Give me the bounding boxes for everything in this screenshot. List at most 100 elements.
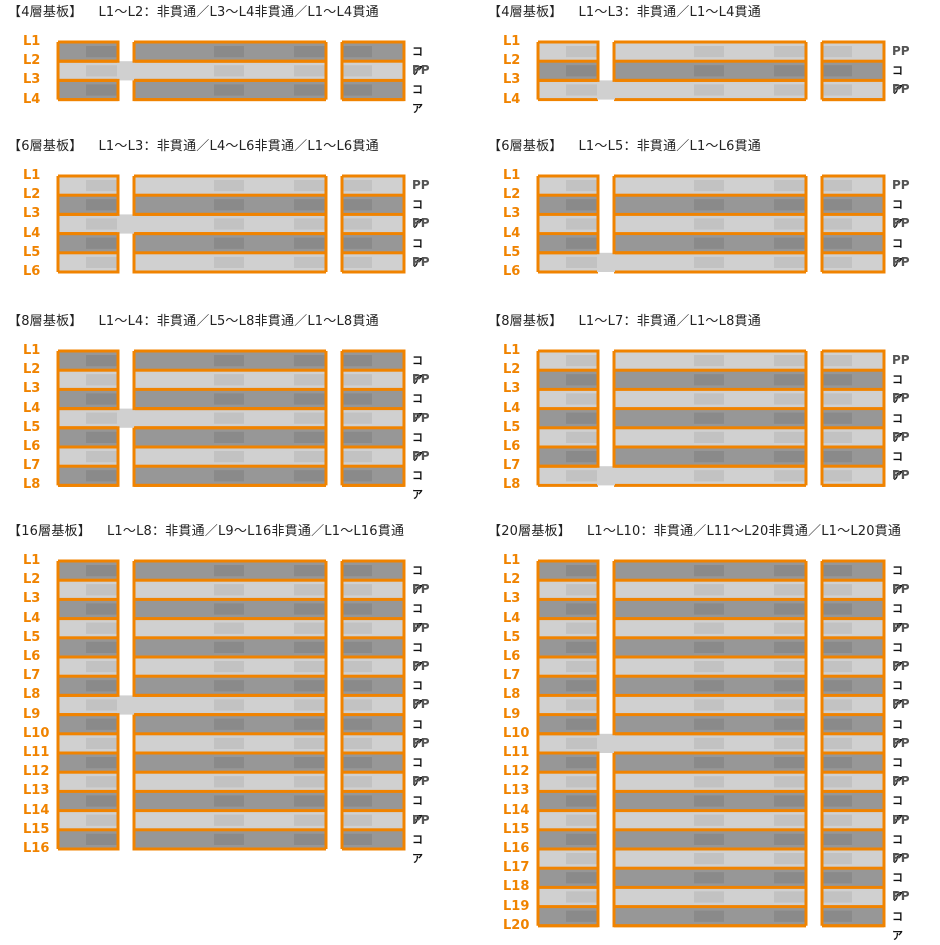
core-label: コア bbox=[892, 832, 903, 865]
copper-layer bbox=[538, 578, 884, 582]
pad-shade bbox=[86, 412, 119, 424]
layer-label: L8 bbox=[503, 477, 521, 493]
pad-shade bbox=[694, 218, 724, 230]
through-via-plating bbox=[820, 40, 886, 102]
pad-shade bbox=[821, 374, 852, 386]
core-label: コア bbox=[892, 756, 903, 788]
copper-layer bbox=[58, 828, 404, 832]
stackup-diagram bbox=[56, 559, 406, 855]
pad-shade bbox=[86, 622, 118, 634]
copper-layer bbox=[538, 866, 884, 870]
core-label: コア bbox=[892, 679, 903, 712]
pad-shade bbox=[293, 393, 328, 405]
core-label: コア bbox=[412, 832, 423, 865]
via-spec: L1～L4：非貫通／L5～L8非貫通／L1～L8貫通 bbox=[98, 314, 379, 329]
layer-label: L20 bbox=[503, 917, 530, 933]
pp-label: PP bbox=[412, 216, 430, 231]
pad-shade bbox=[821, 564, 852, 577]
through-hole bbox=[325, 349, 342, 492]
pad-shade bbox=[566, 852, 599, 865]
pad-shade bbox=[821, 833, 852, 845]
pad-shade bbox=[566, 45, 599, 58]
layer-label: L1 bbox=[23, 34, 41, 49]
pad-shade bbox=[214, 680, 244, 692]
blind-via-plating bbox=[58, 559, 120, 697]
core-label: コア bbox=[412, 354, 423, 386]
pad-shade bbox=[86, 393, 119, 405]
copper-layer bbox=[58, 368, 404, 372]
pad-shade bbox=[214, 833, 244, 845]
layer-label: L2 bbox=[503, 362, 521, 378]
pad-shade bbox=[694, 756, 724, 769]
blind-via-plating bbox=[612, 174, 806, 255]
through-via-plating bbox=[340, 174, 406, 274]
blind-hole bbox=[598, 349, 615, 492]
layer-label: L13 bbox=[23, 783, 50, 799]
pad-shade bbox=[294, 584, 328, 596]
pad-shade bbox=[214, 450, 244, 463]
through-via-plating bbox=[820, 559, 886, 928]
pad-shade bbox=[214, 661, 244, 673]
pad-shade bbox=[566, 431, 599, 443]
layer-label: L7 bbox=[23, 458, 41, 474]
pad-shade bbox=[86, 45, 119, 58]
copper-layer bbox=[58, 655, 404, 659]
copper-layer bbox=[538, 407, 884, 411]
pad-shade bbox=[774, 237, 808, 249]
pad-shade bbox=[294, 776, 328, 788]
pp-label: PP bbox=[412, 735, 430, 750]
pad-shade bbox=[694, 450, 724, 463]
layer-label: L1 bbox=[23, 168, 41, 183]
pad-shade bbox=[773, 564, 808, 577]
pad-shade bbox=[694, 660, 724, 673]
pad-shade bbox=[294, 237, 328, 249]
pad-shade bbox=[821, 660, 852, 673]
pad-shade bbox=[821, 814, 852, 826]
panel-title: 【8層基板】 L1～L7：非貫通／L1～L8貫通 bbox=[488, 310, 761, 329]
layer-label: L10 bbox=[503, 725, 530, 741]
unbored-region bbox=[117, 214, 135, 234]
pad-shade bbox=[566, 833, 599, 845]
pad-shade bbox=[821, 412, 852, 424]
pad-shade bbox=[566, 256, 598, 268]
blind-via-plating bbox=[538, 751, 600, 928]
pad-shade bbox=[214, 622, 244, 634]
layer-label: L1 bbox=[503, 553, 521, 568]
board-type: 【6層基板】 bbox=[8, 139, 83, 154]
pp-label: PP bbox=[412, 659, 430, 673]
pad-shade bbox=[566, 65, 599, 77]
pp-label: PP bbox=[892, 889, 910, 904]
core-label: コア bbox=[412, 679, 423, 712]
pad-shade bbox=[821, 65, 852, 77]
pad-shade bbox=[694, 584, 724, 596]
core-label: コア bbox=[892, 236, 903, 269]
pad-shade bbox=[773, 910, 808, 922]
via-spec: L1～L2：非貫通／L3～L4非貫通／L1～L4貫通 bbox=[98, 5, 379, 20]
pad-shade bbox=[214, 814, 244, 826]
core-label: コア bbox=[892, 450, 903, 482]
pad-shade bbox=[821, 852, 852, 865]
layer-label: L2 bbox=[503, 53, 521, 69]
pad-shade bbox=[566, 756, 599, 769]
pad-shade bbox=[294, 680, 328, 692]
blind-via-plating bbox=[132, 174, 326, 216]
layer-label: L4 bbox=[503, 400, 521, 416]
pad-shade bbox=[341, 354, 372, 367]
pad-shade bbox=[694, 795, 724, 807]
pad-shade bbox=[821, 872, 852, 884]
layer-label: L12 bbox=[503, 764, 530, 780]
copper-layer bbox=[58, 251, 404, 255]
pad-shade bbox=[293, 374, 328, 386]
blind-via-plating bbox=[58, 713, 120, 851]
pad-shade bbox=[294, 814, 328, 826]
layer-label: L8 bbox=[23, 687, 41, 703]
layer-label: L18 bbox=[503, 879, 530, 895]
pad-shade bbox=[294, 699, 328, 711]
pad-shade bbox=[694, 84, 724, 96]
core-label: コア bbox=[412, 717, 423, 750]
pad-shade bbox=[821, 431, 852, 443]
pad-shade bbox=[773, 393, 808, 405]
pad-shade bbox=[773, 84, 808, 96]
pad-shade bbox=[694, 564, 724, 577]
pad-shade bbox=[341, 45, 372, 58]
